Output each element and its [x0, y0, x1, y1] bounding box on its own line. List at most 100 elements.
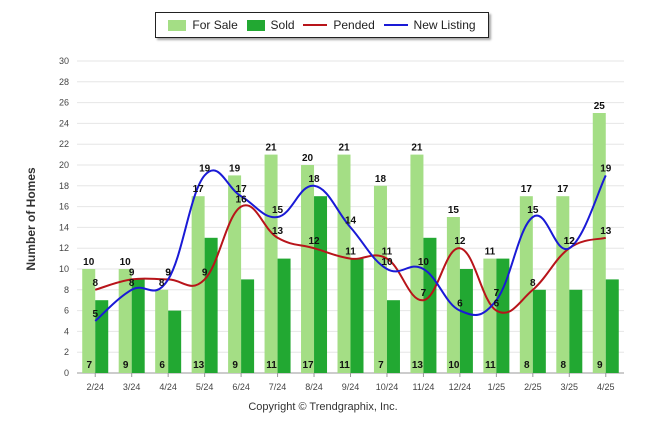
bar-sold [131, 279, 145, 373]
y-tick-label: 4 [64, 326, 69, 336]
data-label-pended: 13 [272, 226, 284, 237]
bar-sold [569, 289, 583, 373]
legend-item-new-listing[interactable]: New Listing [383, 18, 476, 32]
data-label-for-sale: 18 [375, 174, 387, 185]
data-label-pended: 7 [421, 288, 427, 299]
data-label-for-sale: 21 [338, 143, 350, 154]
data-label-sold: 9 [123, 360, 129, 371]
bar-for-sale [264, 154, 278, 373]
x-tick-label: 2/25 [524, 382, 542, 392]
data-label-new-listing: 10 [381, 257, 393, 268]
x-tick-label: 2/24 [86, 382, 104, 392]
x-tick-label: 3/24 [123, 382, 141, 392]
y-tick-label: 8 [64, 285, 69, 295]
legend-item-pended[interactable]: Pended [303, 18, 375, 32]
bar-for-sale [337, 154, 351, 373]
legend-item-sold[interactable]: Sold [246, 18, 295, 32]
bar-sold [386, 300, 400, 373]
bar-sold [204, 237, 218, 373]
bar-sold [496, 258, 510, 373]
legend-label-pended: Pended [333, 18, 375, 32]
x-tick-label: 7/24 [269, 382, 287, 392]
data-label-pended: 8 [530, 278, 536, 289]
data-label-for-sale: 10 [120, 257, 132, 268]
data-label-sold: 8 [524, 360, 530, 371]
x-tick-label: 3/25 [561, 382, 579, 392]
legend-swatch-new-listing [383, 24, 408, 26]
chart-legend: For Sale Sold Pended New Listing [155, 12, 489, 38]
bar-for-sale [556, 196, 570, 373]
bar-for-sale [155, 289, 169, 373]
bar-sold [241, 279, 255, 373]
data-label-new-listing: 14 [345, 215, 357, 226]
data-label-new-listing: 6 [457, 299, 463, 310]
data-label-for-sale: 15 [448, 205, 460, 216]
x-tick-label: 9/24 [342, 382, 360, 392]
bar-for-sale [228, 175, 242, 373]
y-tick-label: 6 [64, 306, 69, 316]
data-label-new-listing: 15 [527, 205, 539, 216]
bar-for-sale [373, 185, 387, 373]
bar-for-sale [592, 113, 606, 373]
data-label-pended: 9 [129, 267, 135, 278]
line-new-listing [94, 169, 607, 322]
y-tick-label: 2 [64, 347, 69, 357]
data-label-pended: 12 [454, 236, 466, 247]
data-label-pended: 13 [600, 226, 612, 237]
data-label-for-sale: 20 [302, 153, 314, 164]
data-label-sold: 9 [597, 360, 603, 371]
legend-label-for-sale: For Sale [192, 18, 238, 32]
y-tick-label: 14 [59, 222, 69, 232]
data-label-new-listing: 18 [308, 174, 320, 185]
bar-for-sale [519, 196, 533, 373]
bar-sold [314, 196, 328, 373]
x-tick-label: 4/24 [159, 382, 177, 392]
data-label-new-listing: 8 [129, 278, 135, 289]
y-tick-label: 12 [59, 243, 69, 253]
y-tick-label: 16 [59, 202, 69, 212]
data-label-pended: 12 [564, 236, 576, 247]
x-tick-label: 1/25 [488, 382, 506, 392]
bar-sold [168, 310, 182, 373]
bar-for-sale [118, 269, 132, 373]
data-label-new-listing: 10 [418, 257, 430, 268]
data-label-new-listing: 12 [564, 236, 576, 247]
data-label-new-listing: 19 [600, 163, 612, 174]
data-label-new-listing: 5 [92, 309, 98, 320]
data-label-for-sale: 17 [193, 184, 205, 195]
y-tick-label: 24 [59, 118, 69, 128]
data-label-for-sale: 25 [594, 101, 606, 112]
legend-item-for-sale[interactable]: For Sale [168, 18, 238, 32]
x-tick-label: 10/24 [376, 382, 399, 392]
x-tick-label: 5/24 [196, 382, 214, 392]
data-label-sold: 11 [266, 360, 277, 371]
data-label-pended: 6 [494, 299, 500, 310]
legend-swatch-for-sale [168, 19, 187, 31]
data-label-pended: 11 [382, 247, 393, 258]
data-label-new-listing: 9 [165, 267, 171, 278]
data-label-sold: 13 [412, 360, 424, 371]
data-label-for-sale: 11 [485, 247, 496, 258]
data-label-pended: 9 [165, 267, 171, 278]
data-label-pended: 11 [345, 247, 356, 258]
y-tick-label: 30 [59, 56, 69, 66]
y-axis-title: Number of Homes [24, 167, 38, 271]
bar-for-sale [301, 165, 315, 373]
bar-sold [350, 258, 364, 373]
bar-for-sale [82, 269, 96, 373]
copyright-footer: Copyright © Trendgraphix, Inc. [248, 401, 398, 413]
data-label-for-sale: 10 [83, 257, 95, 268]
data-label-pended: 9 [202, 267, 208, 278]
x-tick-label: 4/25 [597, 382, 615, 392]
data-label-new-listing: 7 [494, 288, 500, 299]
bar-sold [605, 279, 619, 373]
data-label-pended: 16 [236, 195, 248, 206]
y-tick-label: 18 [59, 181, 69, 191]
x-tick-label: 12/24 [449, 382, 472, 392]
data-label-sold: 10 [448, 360, 460, 371]
x-tick-label: 8/24 [305, 382, 323, 392]
bar-sold [532, 289, 546, 373]
data-label-sold: 13 [193, 360, 205, 371]
y-tick-label: 22 [59, 139, 69, 149]
bar-for-sale [410, 154, 424, 373]
